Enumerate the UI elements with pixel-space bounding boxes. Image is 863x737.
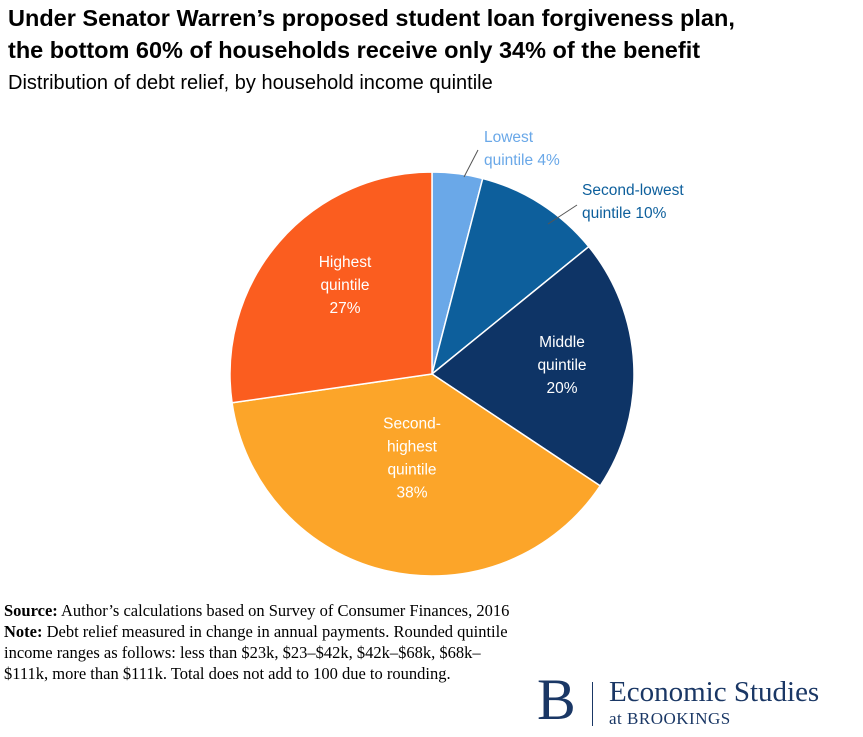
slice-label-second-lowest-quintile: Second-lowest quintile 10% (582, 182, 684, 222)
slice-label-line: 20% (546, 380, 577, 397)
leader-line-lowest-quintile (463, 149, 479, 178)
slice-label-line: quintile 4% (484, 152, 560, 169)
pie-chart: Lowest quintile 4% Second-lowest quintile 1… (229, 129, 684, 577)
slice-label-line: Second- (383, 416, 441, 433)
slice-label-line: quintile (387, 462, 436, 479)
slice-label-line: highest (387, 439, 438, 456)
pie-slice-second-highest-quintile (231, 373, 602, 577)
slice-label-line: quintile 10% (582, 205, 667, 222)
slice-label-line: 27% (329, 300, 360, 317)
slice-label-line: 38% (396, 485, 427, 502)
pie-slice-highest-quintile (229, 171, 433, 404)
note: Note: Debt relief measured in change in … (4, 621, 514, 684)
source-note: Source: Author’s calculations based on S… (4, 600, 514, 621)
slice-label-middle-quintile: Middle quintile 20% (537, 334, 586, 397)
chart-title: Under Senator Warren’s proposed student … (8, 2, 858, 66)
brand-divider (592, 682, 593, 726)
source-text: Author’s calculations based on Survey of… (57, 601, 510, 620)
slice-label-line: Middle (539, 334, 585, 351)
chart-title-line-2: the bottom 60% of households receive onl… (8, 37, 701, 63)
footnote: Source: Author’s calculations based on S… (4, 600, 514, 684)
chart-subtitle: Distribution of debt relief, by househol… (8, 72, 493, 94)
brand-name: Economic Studies (609, 676, 820, 708)
brand-subtitle: at BROOKINGS (609, 709, 731, 728)
slice-label-line: quintile (537, 357, 586, 374)
slice-label-second-highest-quintile: Second-highest quintile 38% (383, 416, 441, 502)
slice-label-highest-quintile: Highest quintile 27% (319, 254, 372, 317)
note-text: Debt relief measured in change in annual… (4, 622, 508, 683)
slice-label-line: Lowest (484, 129, 534, 146)
slice-label-line: Highest (319, 254, 372, 271)
pie-slice-middle-quintile (430, 245, 635, 487)
pie-slice-second-lowest-quintile (430, 177, 590, 377)
slice-label-line: Second-lowest (582, 182, 684, 199)
brookings-b-logo-mark: B (537, 667, 576, 732)
note-label: Note: (4, 622, 43, 641)
slice-label-lowest-quintile: Lowest quintile 4% (484, 129, 560, 169)
leader-line-second-lowest-quintile (547, 204, 578, 225)
source-label: Source: (4, 601, 58, 620)
chart-title-line-1: Under Senator Warren’s proposed student … (8, 5, 735, 31)
slice-label-line: quintile (320, 277, 369, 294)
